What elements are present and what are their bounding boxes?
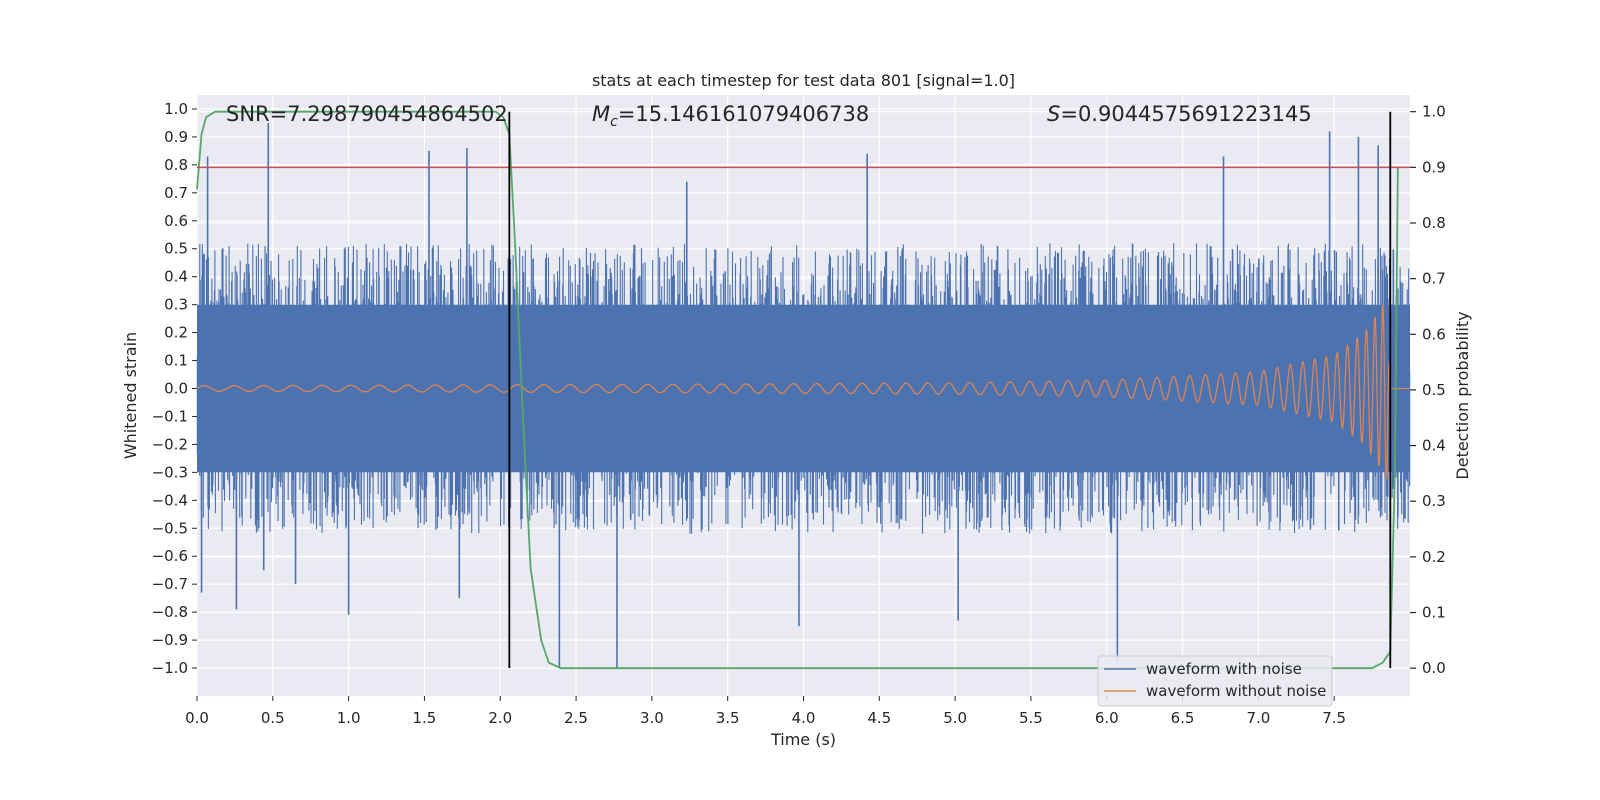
y-tick-label: 0.3 <box>164 296 188 314</box>
y2-tick-label: 0.2 <box>1422 548 1446 566</box>
y-tick-label: −0.1 <box>152 407 188 425</box>
x-tick-label: 6.0 <box>1095 709 1119 727</box>
legend-label-clean: waveform without noise <box>1146 682 1326 700</box>
y2-tick-label: 0.6 <box>1422 325 1446 343</box>
x-tick-label: 2.0 <box>488 709 512 727</box>
y-tick-label: 0.7 <box>164 184 188 202</box>
y-tick-label: −0.9 <box>152 631 188 649</box>
x-tick-label: 7.5 <box>1322 709 1346 727</box>
y-tick-label: 0.5 <box>164 240 188 258</box>
y-tick-label: −0.2 <box>152 435 188 453</box>
chirp-mass-subscript: c <box>610 114 618 130</box>
y-tick-label: −1.0 <box>152 659 188 677</box>
x-tick-label: 3.0 <box>640 709 664 727</box>
y-tick-label: 0.2 <box>164 324 188 342</box>
y2-tick-label: 0.9 <box>1422 158 1446 176</box>
x-tick-label: 0.0 <box>185 709 209 727</box>
y2-tick-label: 0.7 <box>1422 270 1446 288</box>
x-tick-label: 1.0 <box>337 709 361 727</box>
y2-axis-label: Detection probability <box>1453 311 1472 479</box>
x-axis-label: Time (s) <box>770 730 836 749</box>
x-tick-label: 7.0 <box>1246 709 1270 727</box>
s-symbol: S <box>1047 102 1060 126</box>
y2-tick-label: 0.8 <box>1422 214 1446 232</box>
clean-trace <box>196 304 1410 480</box>
y-tick-label: −0.6 <box>152 547 188 565</box>
s-value: =0.9044575691223145 <box>1060 102 1311 126</box>
y-tick-label: 0.9 <box>164 128 188 146</box>
s-annotation: S=0.9044575691223145 <box>1047 102 1312 126</box>
y2-tick-label: 0.3 <box>1422 492 1446 510</box>
series-waveform-with-noise <box>196 122 1411 669</box>
x-tick-label: 2.5 <box>564 709 588 727</box>
legend-label-noise: waveform with noise <box>1146 660 1302 678</box>
y-tick-label: 0.1 <box>164 352 188 370</box>
x-tick-label: 4.0 <box>792 709 816 727</box>
y-tick-label: −0.5 <box>152 519 188 537</box>
x-tick-label: 3.5 <box>716 709 740 727</box>
y-tick-label: 0.6 <box>164 212 188 230</box>
y-tick-label: 0.8 <box>164 156 188 174</box>
legend: waveform with noise waveform without noi… <box>1097 655 1333 707</box>
noise-core <box>197 304 1410 473</box>
x-tick-label: 0.5 <box>261 709 285 727</box>
chart-title: stats at each timestep for test data 801… <box>592 71 1015 90</box>
legend-box <box>1097 655 1333 707</box>
y-tick-label: 0.0 <box>164 380 188 398</box>
y2-tick-label: 0.1 <box>1422 604 1446 622</box>
y-tick-label: −0.7 <box>152 575 188 593</box>
y2-tick-label: 0.0 <box>1422 659 1446 677</box>
vertical-markers <box>508 111 1392 669</box>
y-tick-label: −0.3 <box>152 463 188 481</box>
y2-tick-label: 1.0 <box>1422 103 1446 121</box>
x-tick-label: 6.5 <box>1171 709 1195 727</box>
y2-tick-label: 0.5 <box>1422 381 1446 399</box>
y-axis-label: Whitened strain <box>121 332 140 459</box>
chirp-mass-annotation: Mc=15.146161079406738 <box>592 102 869 130</box>
tick-labels: 0.0 0.5 1.0 1.5 2.0 2.5 3.0 3.5 4.0 4.5 5.0 5.5 6.0 6… <box>152 100 1446 727</box>
y2-tick-label: 0.4 <box>1422 437 1446 455</box>
chirp-mass-symbol: M <box>592 102 610 126</box>
probability-line <box>196 110 1399 670</box>
y-tick-label: −0.4 <box>152 491 188 509</box>
y-tick-label: 0.4 <box>164 268 188 286</box>
chirp-mass-value: =15.146161079406738 <box>618 102 869 126</box>
series-detection-probability <box>196 110 1410 670</box>
snr-annotation: SNR=7.298790454864502 <box>226 102 508 126</box>
x-tick-label: 4.5 <box>867 709 891 727</box>
series-waveform-without-noise <box>196 304 1410 480</box>
x-tick-label: 5.5 <box>1019 709 1043 727</box>
x-tick-label: 1.5 <box>413 709 437 727</box>
y-tick-label: 1.0 <box>164 100 188 118</box>
x-tick-label: 5.0 <box>943 709 967 727</box>
y-tick-label: −0.8 <box>152 603 188 621</box>
